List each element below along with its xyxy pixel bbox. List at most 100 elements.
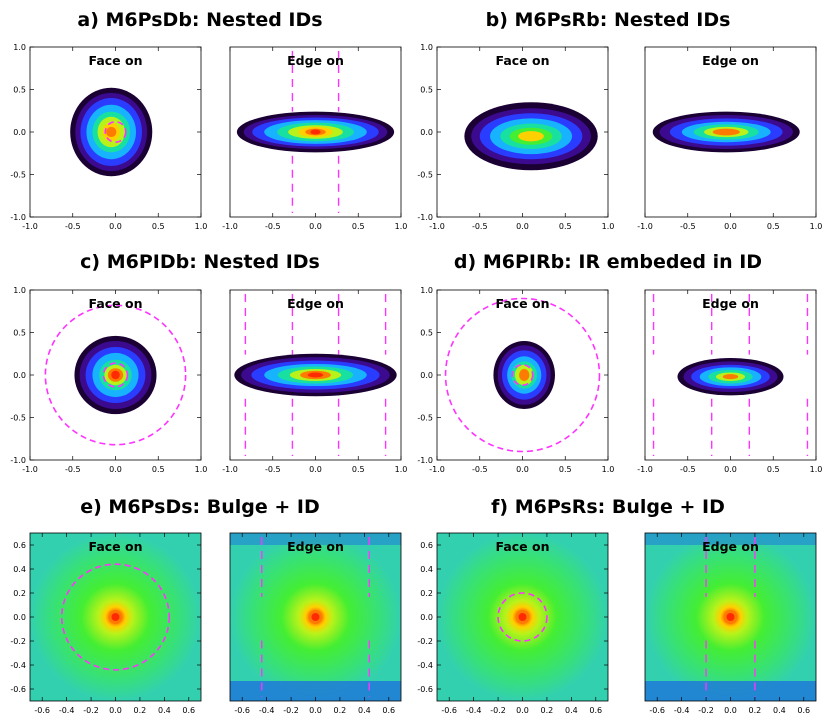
panel-label: Edge on	[702, 296, 759, 311]
y-tick-label: -1.0	[417, 456, 433, 465]
face-on-panel: Face on-0.6 -0.4 -0.2 0.0 0.2 0.4 0.6-0.6-0.4-…	[10, 532, 202, 715]
edge-on-panel: Edge on -1.0 -0.5 0.0 0.5 1.0	[637, 289, 822, 474]
x-tick-label: -0.6	[649, 706, 665, 715]
figure-title: f) M6PsRs: Bulge + ID	[491, 496, 725, 518]
y-tick-label: -1.0	[10, 213, 26, 222]
intensity-contour	[307, 372, 324, 378]
x-tick-label: -1.0	[22, 465, 38, 474]
x-tick-label: -1.0	[429, 465, 445, 474]
panel-label: Edge on	[702, 539, 759, 554]
x-tick-label: 0.5	[767, 222, 780, 231]
panel-label: Edge on	[287, 296, 344, 311]
panel-label: Face on	[89, 296, 143, 311]
face-on-panel: Face on-0.6 -0.4 -0.2 0.0 0.2 0.4 0.6-0.6-0.4-…	[417, 532, 609, 715]
edge-on-panel: Edge on -0.6 -0.4 -0.2 0.0 0.2 0.4 0.6	[229, 532, 402, 715]
x-tick-label: 0.2	[749, 706, 762, 715]
face-on-panel: Face on -1.0 -0.5 0.0 0.5 1.0 -1.0 -0.5 0.0 0.5 1.…	[417, 43, 614, 231]
x-tick-label: 0.5	[559, 465, 572, 474]
x-tick-label: 0.2	[134, 706, 147, 715]
x-tick-label: 0.5	[152, 222, 165, 231]
panel-label: Face on	[89, 539, 143, 554]
y-tick-label: -0.4	[10, 661, 26, 670]
figure-title: c) M6PIDb: Nested IDs	[80, 251, 320, 273]
x-tick-label: -0.5	[680, 222, 696, 231]
x-tick-label: 0.0	[309, 465, 322, 474]
figure-title: d) M6PIRb: IR embeded in ID	[454, 251, 762, 273]
low-intensity-edge	[645, 533, 816, 545]
x-tick-label: -1.0	[22, 222, 38, 231]
radius-circle	[511, 363, 534, 386]
x-tick-label: 0.0	[309, 222, 322, 231]
intensity-contour	[111, 370, 120, 380]
y-tick-label: 0.0	[13, 613, 26, 622]
x-tick-label: 1.0	[195, 465, 208, 474]
radius-circle	[104, 121, 127, 144]
y-tick-label: 0.5	[420, 86, 433, 95]
figure-title: e) M6PsDs: Bulge + ID	[80, 496, 320, 518]
intensity-contour	[519, 369, 530, 381]
y-tick-label: 0.6	[13, 541, 26, 550]
figure-title: b) M6PsRb: Nested IDs	[486, 9, 731, 31]
y-tick-label: 1.0	[420, 286, 433, 295]
x-tick-label: -0.5	[65, 465, 81, 474]
y-tick-label: -0.4	[417, 661, 433, 670]
x-tick-label: -0.5	[472, 222, 488, 231]
x-tick-label: 0.0	[516, 706, 529, 715]
x-tick-label: 0.4	[158, 706, 171, 715]
x-tick-label: -1.0	[222, 222, 238, 231]
radius-circle	[60, 563, 171, 671]
y-tick-label: -0.5	[10, 171, 26, 180]
x-tick-label: 0.0	[724, 465, 737, 474]
x-tick-label: -0.5	[680, 465, 696, 474]
y-tick-label: -0.2	[417, 637, 433, 646]
x-tick-label: 0.0	[724, 222, 737, 231]
y-tick-label: -0.6	[417, 685, 433, 694]
radius-circle	[444, 297, 601, 453]
x-tick-label: -0.6	[234, 706, 250, 715]
x-tick-label: 1.0	[195, 222, 208, 231]
x-tick-label: 0.0	[309, 706, 322, 715]
x-tick-label: 1.0	[602, 465, 615, 474]
x-tick-label: 0.6	[797, 706, 810, 715]
figure-title: a) M6PsDb: Nested IDs	[77, 9, 322, 31]
x-tick-label: 0.5	[767, 465, 780, 474]
x-tick-label: 0.0	[109, 222, 122, 231]
x-tick-label: 0.2	[541, 706, 554, 715]
x-tick-label: 0.0	[516, 222, 529, 231]
x-tick-label: 1.0	[395, 222, 408, 231]
edge-on-panel: Edge on -0.6 -0.4 -0.2 0.0 0.2 0.4 0.6	[644, 532, 817, 715]
face-on-panel: Face on -1.0 -0.5 0.0 0.5 1.0 -1.0 -0.5 0.0 0.5 1.…	[10, 286, 207, 474]
y-tick-label: -0.2	[10, 637, 26, 646]
x-tick-label: 0.5	[152, 465, 165, 474]
x-tick-label: 1.0	[395, 465, 408, 474]
low-intensity-edge	[230, 681, 401, 701]
intensity-contour	[712, 128, 740, 136]
x-tick-label: -0.6	[34, 706, 50, 715]
x-tick-label: 0.5	[559, 222, 572, 231]
intensity-contour	[106, 126, 117, 138]
y-tick-label: 0.0	[420, 371, 433, 380]
y-tick-label: 0.2	[13, 589, 26, 598]
y-tick-label: 1.0	[13, 43, 26, 52]
x-tick-label: -1.0	[637, 465, 653, 474]
x-tick-label: 0.5	[352, 222, 365, 231]
intensity-contour	[722, 374, 739, 380]
panel-label: Face on	[496, 53, 550, 68]
panel-label: Face on	[496, 296, 550, 311]
edge-on-panel: Edge on -1.0 -0.5 0.0 0.5 1.0	[637, 46, 822, 231]
x-tick-label: 0.4	[565, 706, 578, 715]
x-tick-label: 0.6	[182, 706, 195, 715]
x-tick-label: 0.5	[352, 465, 365, 474]
edge-on-panel: Edge on -1.0 -0.5 0.0 0.5 1.0	[222, 46, 408, 231]
edge-on-panel: Edge on -1.0 -0.5 0.0 0.5 1.0	[222, 289, 408, 474]
x-tick-label: 1.0	[602, 222, 615, 231]
y-tick-label: -0.5	[417, 414, 433, 423]
x-tick-label: -0.2	[83, 706, 99, 715]
y-tick-label: -0.5	[417, 171, 433, 180]
x-tick-label: -1.0	[222, 465, 238, 474]
y-tick-label: -0.6	[10, 685, 26, 694]
y-tick-label: 0.5	[420, 329, 433, 338]
y-tick-label: 0.2	[420, 589, 433, 598]
x-tick-label: -1.0	[637, 222, 653, 231]
panel-label: Face on	[89, 53, 143, 68]
